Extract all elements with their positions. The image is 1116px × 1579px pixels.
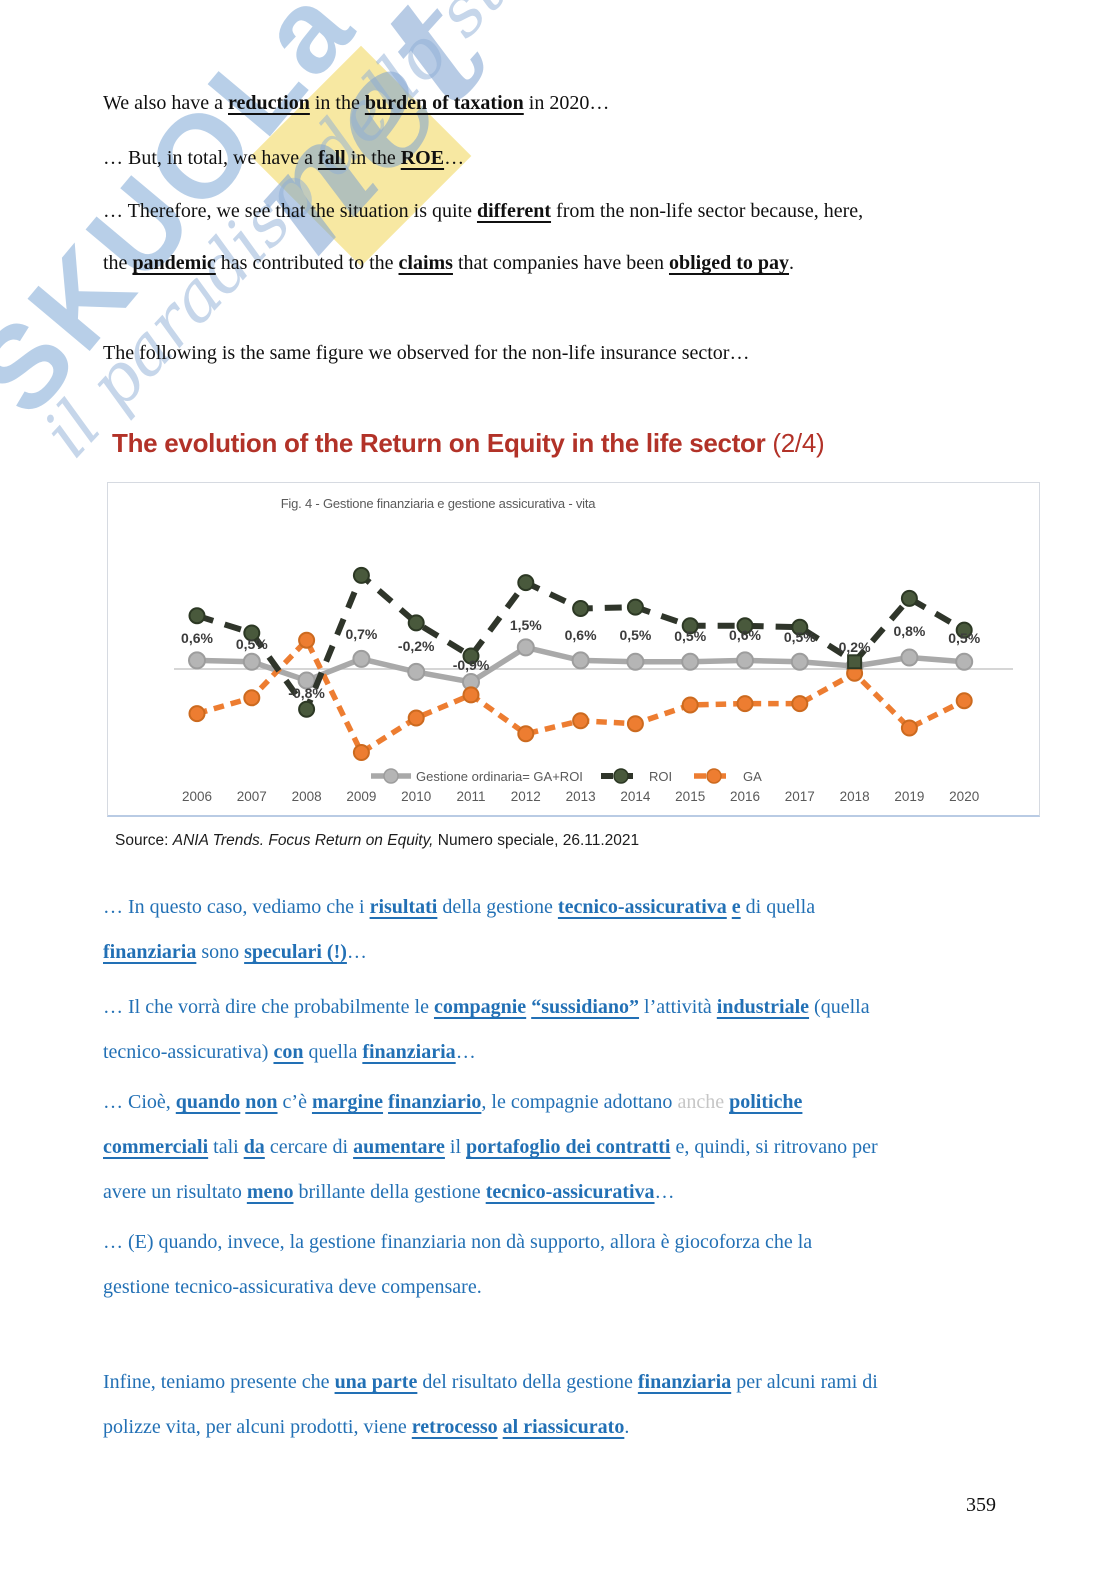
svg-text:0,8%: 0,8% [893,623,925,639]
svg-text:0,6%: 0,6% [729,627,761,643]
svg-text:2019: 2019 [894,789,924,804]
intro-paragraph-4: The following is the same figure we obse… [103,342,750,364]
roe-chart-svg: 0,6% 0,5% -0,8% 0,7% -0,2% -0,9% 1,5% 0,6% 0,5% 0… [174,566,1013,804]
page-number: 359 [966,1494,996,1516]
svg-text:2008: 2008 [292,789,322,804]
svg-text:2007: 2007 [237,789,267,804]
svg-text:ROI: ROI [649,769,672,784]
svg-text:0,5%: 0,5% [674,628,706,644]
intro-paragraph-1: We also have a reduction in the burden o… [103,92,610,114]
svg-text:GA: GA [743,769,762,784]
svg-text:2016: 2016 [730,789,760,804]
commentary-paragraph-4: … (E) quando, invece, la gestione finanz… [103,1231,813,1298]
svg-text:2010: 2010 [401,789,431,804]
figure-title: Fig. 4 - Gestione finanziaria e gestione… [280,496,596,511]
svg-text:2017: 2017 [785,789,815,804]
roe-figure: 0,6% 0,5% -0,8% 0,7% -0,2% -0,9% 1,5% 0,6% 0,5% 0… [107,482,1040,817]
svg-text:2011: 2011 [456,789,485,804]
series-ga [188,631,973,761]
intro-paragraph-2: … But, in total, we have a fall in the R… [103,147,465,169]
svg-text:2009: 2009 [346,789,376,804]
svg-text:0,6%: 0,6% [181,630,213,646]
figure-source: Source: ANIA Trends. Focus Return on Equ… [115,832,640,849]
svg-text:0,5%: 0,5% [948,630,980,646]
svg-text:0,7%: 0,7% [345,626,377,642]
svg-text:0,5%: 0,5% [784,629,816,645]
commentary-paragraph-5: Infine, teniamo presente che una parte d… [103,1371,878,1438]
svg-text:2013: 2013 [566,789,596,804]
slide-title: The evolution of the Return on Equity in… [112,428,825,459]
svg-text:0,5%: 0,5% [619,627,651,643]
svg-text:2014: 2014 [620,789,651,804]
slide-title-main: The evolution of the Return on Equity in… [112,428,766,458]
svg-text:1,5%: 1,5% [510,617,542,633]
svg-text:2015: 2015 [675,789,705,804]
intro-paragraph-3: … Therefore, we see that the situation i… [103,200,864,274]
data-labels: 0,6% 0,5% -0,8% 0,7% -0,2% -0,9% 1,5% 0,6% 0,5% 0… [181,617,981,701]
svg-text:2012: 2012 [511,789,541,804]
svg-text:-0,8%: -0,8% [288,685,325,701]
svg-text:2020: 2020 [949,789,979,804]
svg-text:0,6%: 0,6% [565,627,597,643]
svg-text:2006: 2006 [182,789,212,804]
x-axis-labels: 2006 2007 2008 2009 2010 2011 2012 2013 2014 2015… [182,789,979,804]
svg-text:0,5%: 0,5% [236,636,268,652]
series-roi [188,566,973,718]
commentary-paragraph-2: … Il che vorrà dire che probabilmente le… [103,996,870,1063]
slide-title-suffix: (2/4) [765,428,825,458]
svg-text:-0,9%: -0,9% [453,657,490,673]
svg-text:2018: 2018 [840,789,870,804]
chart-legend: Gestione ordinaria= GA+ROI ROI GA [371,768,762,784]
commentary-paragraph-3: … Cioè, quando non c’è margine finanziar… [103,1091,878,1203]
svg-text:-0,2%: -0,2% [398,638,435,654]
svg-text:Gestione ordinaria= GA+ROI: Gestione ordinaria= GA+ROI [416,769,583,784]
svg-text:0,2%: 0,2% [839,639,871,655]
commentary-paragraph-1: … In questo caso, vediamo che i risultat… [103,896,816,963]
